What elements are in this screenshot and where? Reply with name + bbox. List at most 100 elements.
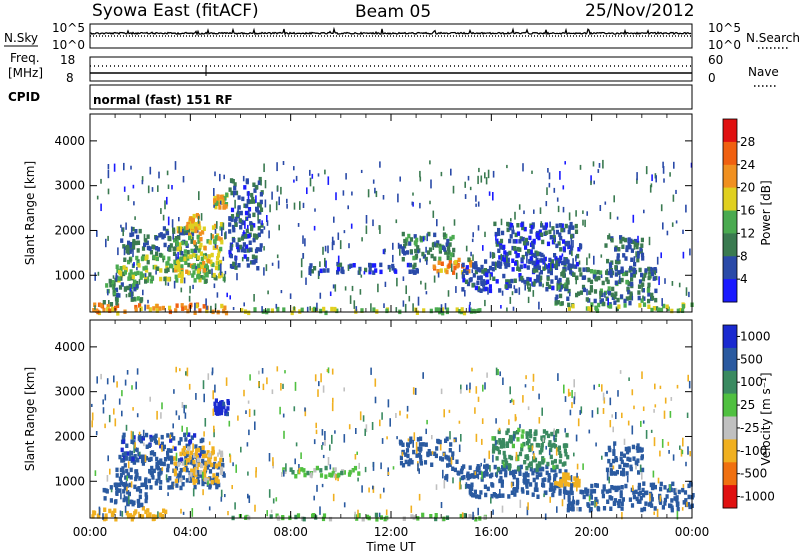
power-cell [620, 268, 624, 273]
velocity-cell [483, 464, 487, 469]
power-cell [616, 297, 620, 303]
velocity-cell [118, 398, 121, 405]
power-cell [635, 244, 639, 250]
power-cell [282, 161, 285, 166]
power-cell [531, 244, 535, 250]
power-cell [538, 229, 542, 234]
velocity-cell [609, 420, 612, 428]
power-cell [237, 205, 241, 210]
power-cell [348, 243, 350, 249]
power-cell [627, 289, 631, 295]
velocity-cell [385, 509, 388, 516]
velocity-cell [640, 454, 644, 459]
velocity-cell [283, 470, 285, 477]
velocity-cell [321, 429, 324, 436]
power-cell [331, 242, 334, 251]
velocity-cell [671, 481, 675, 487]
velocity-cell [138, 511, 140, 518]
power-cell [464, 194, 467, 199]
velocity-cell [268, 453, 271, 462]
velocity-cell [217, 462, 222, 467]
power-cell [577, 247, 581, 252]
velocity-cell [135, 381, 137, 390]
power-cell [463, 268, 467, 274]
power-cell [412, 255, 416, 261]
power-cell [605, 296, 609, 301]
power-cell [600, 274, 603, 278]
velocity-cell [595, 442, 597, 447]
velocity-cell [395, 413, 397, 418]
power-cell [473, 309, 477, 314]
power-cell [681, 304, 685, 309]
power-cell [606, 258, 610, 264]
power-cell [229, 178, 234, 183]
velocity-cell [410, 505, 413, 513]
power-cell [180, 240, 184, 246]
velocity-cell [128, 456, 132, 461]
power-cell [416, 248, 420, 254]
velocity-cell [229, 454, 232, 463]
power-cell [442, 226, 445, 231]
velocity-cell [116, 381, 118, 388]
velocity-cell [484, 382, 486, 390]
power-cell [581, 275, 585, 280]
velocity-cell [113, 375, 115, 383]
power-cell [624, 271, 628, 277]
velocity-cell [637, 447, 641, 452]
power-cell [278, 196, 280, 206]
power-cell [246, 256, 249, 261]
power-cell [655, 175, 657, 183]
power-cell [322, 246, 324, 255]
power-cell [484, 280, 488, 286]
power-cell [485, 177, 488, 185]
velocity-cell [510, 482, 513, 488]
velocity-cell [515, 488, 519, 493]
velocity-cell [357, 477, 359, 482]
power-cell [593, 180, 595, 185]
power-cell [424, 256, 428, 262]
power-cell [300, 270, 303, 278]
power-cell [536, 263, 540, 269]
velocity-cell [332, 397, 334, 403]
velocity-cell [409, 440, 412, 445]
power-cell [102, 300, 106, 305]
power-cell [535, 232, 539, 238]
power-cell [562, 227, 566, 233]
velocity-cell [221, 401, 226, 407]
power-cell [175, 256, 180, 262]
velocity-cell [240, 446, 242, 453]
time-axis: 00:00 04:00 08:00 12:00 16:00 20:00 00:00 [73, 114, 709, 539]
velocity-cell [328, 516, 333, 522]
power-cell [402, 300, 405, 307]
power-cell [237, 263, 241, 268]
power-cell [425, 246, 427, 253]
power-cell [383, 248, 386, 255]
power-cell [344, 286, 347, 291]
velocity-cell [201, 445, 205, 450]
velocity-cell [321, 483, 324, 488]
velocity-cell [361, 517, 365, 522]
power-cell [180, 287, 183, 293]
velocity-cell [443, 480, 446, 489]
power-cell [593, 269, 597, 275]
velocity-cell [429, 514, 433, 519]
power-cell [233, 190, 237, 196]
power-cell [367, 189, 370, 198]
velocity-cell [471, 367, 473, 372]
power-cell [304, 238, 306, 247]
velocity-cell [412, 387, 415, 395]
power-cell [420, 280, 422, 285]
velocity-cell [681, 449, 684, 455]
velocity-cell [424, 442, 428, 447]
velocity-cell [159, 461, 164, 466]
velocity-cell [570, 475, 573, 482]
velocity-cell [192, 443, 194, 453]
power-cell [177, 267, 181, 273]
power-cell [480, 275, 482, 285]
power-cell [242, 242, 246, 247]
power-cell [564, 223, 568, 229]
power-cell [414, 255, 418, 260]
power-cell [642, 302, 647, 307]
velocity-cell [219, 470, 223, 475]
power-cell [395, 307, 398, 313]
